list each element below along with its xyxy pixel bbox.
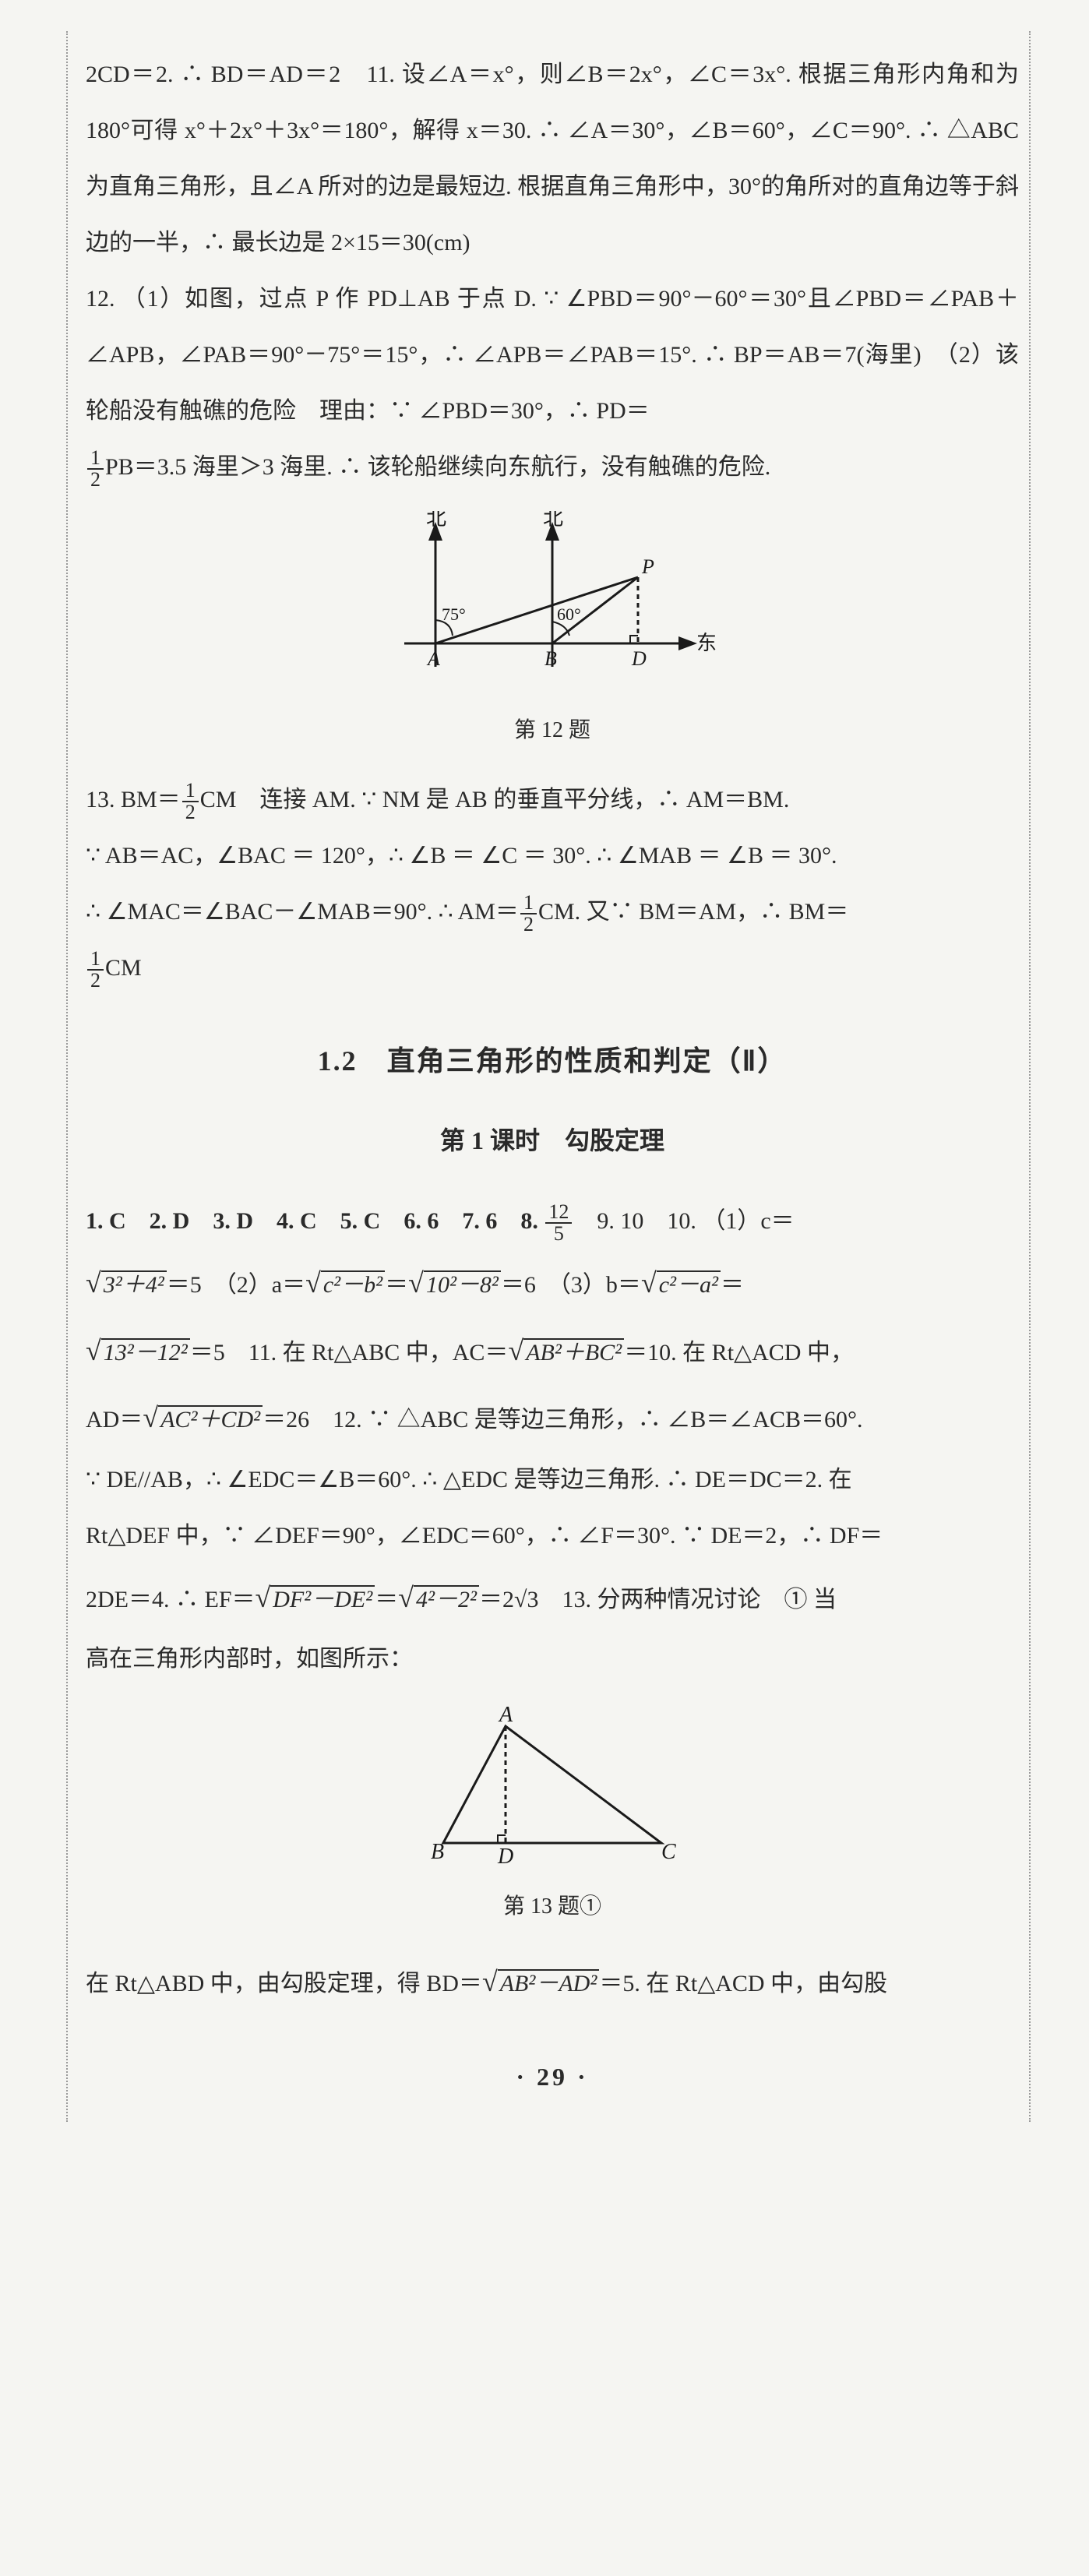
p13-l4: CM	[105, 955, 142, 981]
paragraph-13-l1: 13. BM＝12CM 连接 AM. ∵ NM 是 AB 的垂直平分线，∴ AM…	[86, 772, 1019, 828]
answers-line-4: AD＝AC²＋CD²＝26 12. ∵ △ABC 是等边三角形，∴ ∠B＝∠AC…	[86, 1384, 1019, 1451]
fig12-B: B	[544, 647, 557, 670]
sqrt-8: DF²－DE²	[256, 1564, 375, 1631]
fig13-B: B	[431, 1840, 444, 1864]
fraction-half-4: 12	[87, 949, 104, 991]
p13-l1a: 13. BM＝	[86, 787, 181, 812]
ans-l7a: 2DE＝4. ∴ EF＝	[86, 1587, 256, 1612]
sqrt-2: c²－b²	[305, 1249, 385, 1316]
sqrt-7: AC²＋CD²	[143, 1384, 263, 1451]
fig12-75: 75°	[442, 604, 466, 624]
fig12-D: D	[631, 647, 647, 670]
ans-l4a: AD＝	[86, 1407, 143, 1432]
fig12-north2: 北	[543, 511, 563, 530]
paragraph-13-l4: 12CM	[86, 940, 1019, 996]
figure-12-svg: 北 北 东 A B D P 75° 60°	[389, 511, 716, 698]
figure-13-svg: A B C D	[412, 1703, 693, 1874]
ans-l2d: ＝	[721, 1272, 744, 1298]
sqrt-6: AB²＋BC²	[508, 1317, 624, 1384]
p12-l2-text: PB＝3.5 海里＞3 海里. ∴ 该轮船继续向东航行，没有触礁的危险.	[105, 454, 770, 480]
answers-line-1: 1. C 2. D 3. D 4. C 5. C 6. 6 7. 6 8. 12…	[86, 1193, 1019, 1249]
fraction-half-2: 12	[182, 781, 199, 823]
fig12-north1: 北	[426, 511, 446, 530]
figure-12: 北 北 东 A B D P 75° 60° 第 12 题	[86, 511, 1019, 756]
ans-l7c: ＝2√3 13. 分两种情况讨论 ① 当	[479, 1587, 837, 1612]
figure-12-caption: 第 12 题	[86, 704, 1019, 756]
sub-title: 第 1 课时 勾股定理	[86, 1111, 1019, 1171]
answers-line-3: 13²－12²＝5 11. 在 Rt△ABC 中，AC＝AB²＋BC²＝10. …	[86, 1317, 1019, 1384]
fig12-east: 东	[696, 632, 716, 654]
figure-13-caption: 第 13 题①	[86, 1880, 1019, 1933]
sqrt-10: AB²－AD²	[482, 1948, 599, 2015]
paragraph-13-l3: ∴ ∠MAC＝∠BAC－∠MAB＝90°. ∴ AM＝12CM. 又∵ BM＝A…	[86, 884, 1019, 940]
section-title: 1.2 直角三角形的性质和判定（Ⅱ）	[86, 1027, 1019, 1094]
sqrt-4: c²－a²	[641, 1249, 721, 1316]
paragraph-10-11: 2CD＝2. ∴ BD＝AD＝2 11. 设∠A＝x°，则∠B＝2x°，∠C＝3…	[86, 47, 1019, 271]
fig13-D: D	[497, 1845, 513, 1869]
paragraph-13-l2: ∵ AB＝AC，∠BAC ＝ 120°，∴ ∠B ＝ ∠C ＝ 30°. ∴ ∠…	[86, 828, 1019, 884]
ans-l2b: ＝	[385, 1272, 408, 1298]
sqrt-1: 3²＋4²	[86, 1249, 167, 1316]
fig12-P: P	[641, 555, 654, 578]
figure-13: A B C D 第 13 题①	[86, 1703, 1019, 1933]
ans-l7b: ＝	[375, 1587, 398, 1612]
plast-a: 在 Rt△ABD 中，由勾股定理，得 BD＝	[86, 1971, 482, 1996]
fig13-C: C	[661, 1840, 676, 1864]
ans-l2c: ＝6 （3）b＝	[501, 1272, 641, 1298]
fraction-half-3: 12	[520, 893, 537, 935]
answers-line-2: 3²＋4²＝5 （2）a＝c²－b²＝10²－8²＝6 （3）b＝c²－a²＝	[86, 1249, 1019, 1316]
fraction-12-5: 125	[545, 1202, 572, 1244]
paragraph-12-line2: 12PB＝3.5 海里＞3 海里. ∴ 该轮船继续向东航行，没有触礁的危险.	[86, 439, 1019, 495]
answers-line-8: 高在三角形内部时，如图所示：	[86, 1631, 1019, 1687]
ans-l2a: ＝5 （2）a＝	[167, 1272, 305, 1298]
ans-l3b: ＝10. 在 Rt△ACD 中，	[624, 1340, 854, 1366]
sqrt-3: 10²－8²	[408, 1249, 501, 1316]
answers-line-5: ∵ DE//AB，∴ ∠EDC＝∠B＝60°. ∴ △EDC 是等边三角形. ∴…	[86, 1452, 1019, 1508]
fig12-A: A	[426, 647, 440, 670]
plast-b: ＝5. 在 Rt△ACD 中，由勾股	[599, 1971, 887, 1996]
page-number: · 29 ·	[86, 2047, 1019, 2107]
page-content: 2CD＝2. ∴ BD＝AD＝2 11. 设∠A＝x°，则∠B＝2x°，∠C＝3…	[86, 47, 1019, 2106]
p13-l3b: CM. 又∵ BM＝AM，∴ BM＝	[538, 899, 848, 925]
right-dotted-border	[1029, 31, 1031, 2122]
fig12-60: 60°	[557, 604, 581, 624]
ans-l1b: 9. 10 10. （1）c＝	[573, 1208, 794, 1234]
p13-l1b: CM 连接 AM. ∵ NM 是 AB 的垂直平分线，∴ AM＝BM.	[200, 787, 790, 812]
sqrt-5: 13²－12²	[86, 1317, 190, 1384]
answers-line-6: Rt△DEF 中，∵ ∠DEF＝90°，∠EDC＝60°，∴ ∠F＝30°. ∵…	[86, 1508, 1019, 1564]
answers-line-7: 2DE＝4. ∴ EF＝DF²－DE²＝4²－2²＝2√3 13. 分两种情况讨…	[86, 1564, 1019, 1631]
fraction-half: 12	[87, 448, 104, 490]
p13-l3a: ∴ ∠MAC＝∠BAC－∠MAB＝90°. ∴ AM＝	[86, 899, 519, 925]
left-dotted-border	[66, 31, 68, 2122]
fig13-A: A	[498, 1703, 513, 1727]
ans-l3a: ＝5 11. 在 Rt△ABC 中，AC＝	[190, 1340, 509, 1366]
paragraph-12-line1: 12. （1）如图，过点 P 作 PD⊥AB 于点 D. ∵ ∠PBD＝90°－…	[86, 271, 1019, 439]
ans-l1: 1. C 2. D 3. D 4. C 5. C 6. 6 7. 6 8.	[86, 1208, 544, 1234]
paragraph-last: 在 Rt△ABD 中，由勾股定理，得 BD＝AB²－AD²＝5. 在 Rt△AC…	[86, 1948, 1019, 2015]
ans-l4b: ＝26 12. ∵ △ABC 是等边三角形，∴ ∠B＝∠ACB＝60°.	[263, 1407, 862, 1432]
sqrt-9: 4²－2²	[398, 1564, 479, 1631]
